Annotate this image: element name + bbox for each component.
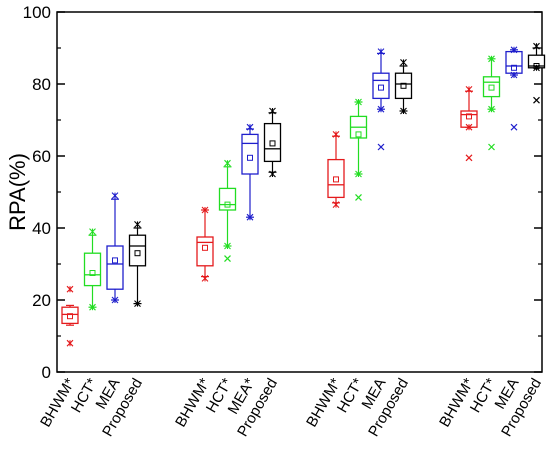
y-tick-label: 100 <box>23 3 51 22</box>
box-mean <box>269 140 276 147</box>
box-4-2 <box>482 58 501 110</box>
extreme-low <box>488 105 495 113</box>
extreme-high <box>355 98 362 106</box>
y-axis-title: RPA(%) <box>5 153 30 231</box>
extreme-high <box>66 285 74 293</box>
extreme-high <box>134 221 141 228</box>
outlier-stroke <box>533 96 540 104</box>
extreme-low <box>66 339 74 347</box>
box-mean <box>378 84 384 91</box>
box-1-3 <box>106 198 124 301</box>
outlier-stroke <box>510 123 518 131</box>
extreme-low <box>533 64 540 72</box>
box-mean <box>224 201 231 208</box>
box-2-4 <box>263 112 282 173</box>
box-3-1 <box>327 135 345 204</box>
extreme-high <box>89 228 96 235</box>
outlier <box>224 255 231 263</box>
box-3-2 <box>349 101 368 175</box>
outlier <box>510 123 518 131</box>
y-tick-label: 0 <box>42 363 51 382</box>
extreme-high <box>201 206 209 214</box>
extreme-high <box>246 123 254 131</box>
extreme-low <box>400 107 407 115</box>
box-body <box>241 133 259 175</box>
extreme-high <box>465 86 473 93</box>
box-mean <box>134 250 141 257</box>
box-3-3 <box>372 52 390 110</box>
extreme-low <box>111 296 119 304</box>
box-body <box>106 245 124 290</box>
box-mean <box>247 154 253 161</box>
y-tick-label: 20 <box>32 291 51 310</box>
extreme-low <box>246 213 254 221</box>
box-body <box>263 122 282 163</box>
outlier-stroke <box>488 143 495 151</box>
outlier <box>533 96 540 104</box>
outlier <box>377 143 385 151</box>
extreme-high <box>111 192 119 199</box>
box-mean <box>67 313 73 320</box>
box-3-4 <box>394 65 413 112</box>
extreme-low <box>201 275 209 282</box>
outlier-stroke <box>377 143 385 151</box>
outlier-stroke <box>355 193 362 201</box>
outlier-stroke <box>224 255 231 263</box>
y-tick-label: 40 <box>32 219 51 238</box>
box-mean <box>488 84 495 91</box>
outlier <box>465 154 473 162</box>
box-1-4 <box>128 227 147 305</box>
outlier <box>355 193 362 201</box>
extreme-high <box>332 131 340 138</box>
box-body <box>196 236 214 267</box>
extreme-high <box>510 46 518 54</box>
box-mean <box>400 82 407 89</box>
extreme-high <box>224 159 231 167</box>
extreme-low <box>89 303 96 311</box>
extreme-high <box>269 107 276 115</box>
extreme-low <box>510 71 518 79</box>
extreme-low <box>465 123 473 131</box>
extreme-high <box>400 59 407 66</box>
extreme-low <box>224 242 231 250</box>
outlier-stroke <box>465 154 473 162</box>
box-body <box>482 76 501 98</box>
box-body <box>61 306 79 325</box>
box-body <box>83 252 102 287</box>
y-tick-label: 80 <box>32 75 51 94</box>
box-2-2 <box>218 166 237 247</box>
extreme-low <box>377 105 385 113</box>
box-body <box>394 72 413 100</box>
box-mean <box>89 270 96 276</box>
extreme-high <box>488 55 495 63</box>
box-1-1 <box>61 304 79 326</box>
box-body <box>327 158 345 199</box>
box-mean <box>202 244 208 251</box>
box-2-3 <box>241 128 259 218</box>
box-4-3 <box>505 49 523 76</box>
box-mean <box>355 131 362 138</box>
box-4-1 <box>460 90 478 128</box>
extreme-low <box>332 201 340 208</box>
box-mean <box>112 257 118 264</box>
box-2-1 <box>196 209 214 278</box>
box-mean <box>466 113 472 120</box>
extreme-high <box>377 48 385 55</box>
extreme-low <box>269 170 276 178</box>
outlier <box>488 143 495 151</box>
y-tick-label: 60 <box>32 147 51 166</box>
extreme-high <box>533 42 540 50</box>
box-mean <box>511 64 517 71</box>
box-1-2 <box>83 234 102 308</box>
box-mean <box>333 176 339 183</box>
box-body <box>372 72 390 100</box>
extreme-low <box>134 300 141 307</box>
extreme-low <box>355 170 362 178</box>
plot-frame <box>56 11 543 373</box>
